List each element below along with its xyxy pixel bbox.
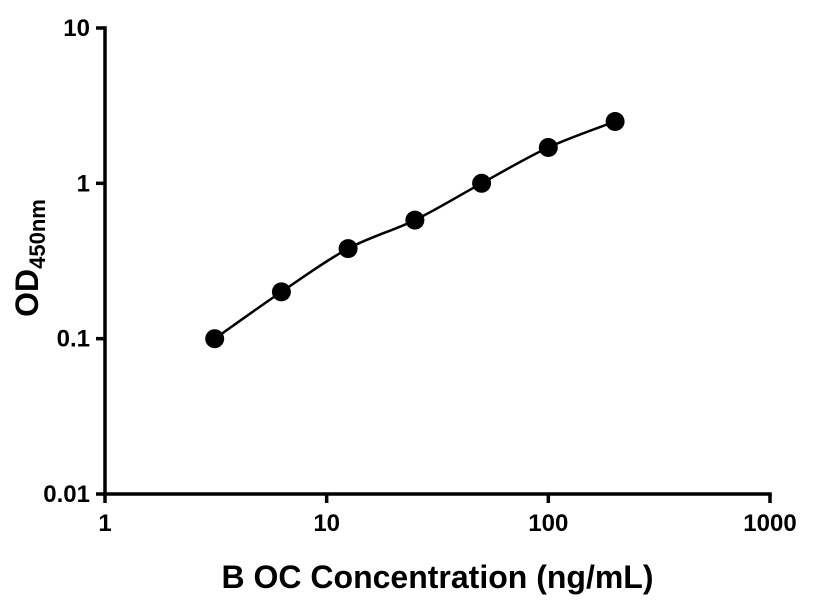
data-point <box>271 282 291 302</box>
x-axis-label: B OC Concentration (ng/mL) <box>222 559 654 595</box>
x-tick-label: 10 <box>313 510 340 537</box>
y-axis-label: OD450nm <box>9 199 50 317</box>
y-tick-label: 0.1 <box>57 326 90 353</box>
x-tick-label: 1 <box>98 510 111 537</box>
data-point <box>538 138 558 157</box>
data-point <box>338 239 358 259</box>
x-tick-label: 100 <box>528 510 568 537</box>
data-point <box>472 173 492 193</box>
data-point <box>605 112 625 131</box>
data-point <box>205 329 225 349</box>
data-point <box>405 210 425 230</box>
y-tick-label: 0.01 <box>43 481 90 508</box>
x-tick-label: 1000 <box>743 510 796 537</box>
y-tick-label: 1 <box>77 170 90 197</box>
y-tick-label: 10 <box>63 15 90 42</box>
axes-spines <box>103 26 772 496</box>
